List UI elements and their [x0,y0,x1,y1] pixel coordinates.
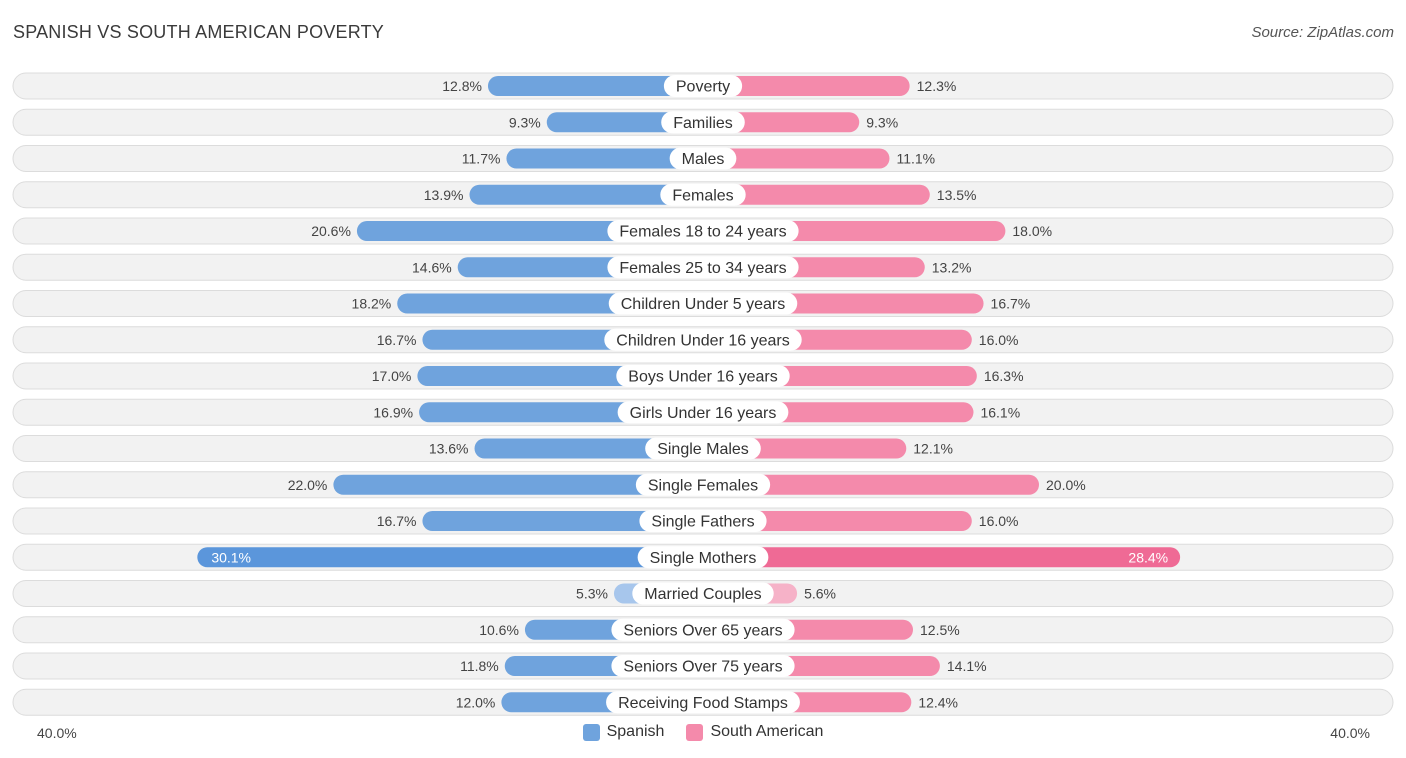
legend: Spanish South American [0,723,1406,741]
category-pill [661,111,745,134]
category-pill [606,691,800,714]
category-label: Single Mothers [650,550,757,567]
category-label: Females [672,187,733,204]
value-label-south-american: 16.1% [980,404,1020,420]
value-label-spanish: 11.7% [462,151,501,167]
value-label-spanish: 13.6% [429,441,469,457]
value-label-spanish: 17.0% [372,368,412,384]
bar-south-american [703,76,910,96]
value-label-south-american: 18.0% [1012,223,1052,239]
bar-south-american [703,474,1039,495]
category-label: Boys Under 16 years [628,369,777,386]
bar-south-american [703,148,890,169]
category-pill [639,510,767,532]
category-pill [607,256,799,279]
value-label-south-american: 5.6% [804,586,836,602]
category-label: Girls Under 16 years [630,405,777,422]
value-label-south-american: 12.5% [920,622,960,638]
bar-spanish [474,438,703,459]
category-label: Single Females [648,477,758,494]
value-label-spanish: 11.8% [460,658,499,674]
value-label-south-american: 13.5% [937,187,977,203]
category-pill [645,437,761,460]
category-pill [637,546,769,569]
axis-left-max: 40.0% [37,725,77,741]
bar-spanish [487,76,703,96]
value-label-spanish: 5.3% [576,586,608,602]
bar-south-american [703,184,930,205]
category-pill [604,328,802,351]
category-label: Single Fathers [651,514,754,531]
category-pill [616,365,790,387]
bar-south-american [703,547,1181,568]
category-label: Females 18 to 24 years [619,224,786,241]
legend-item-south-american[interactable]: South American [686,723,823,741]
chart-title: SPANISH VS SOUTH AMERICAN POVERTY [13,22,385,42]
category-label: Children Under 16 years [616,332,789,349]
category-label: Single Males [657,441,749,458]
category-label: Females 25 to 34 years [619,260,786,277]
value-label-spanish: 16.9% [373,404,413,420]
category-label: Children Under 5 years [621,296,786,313]
value-label-spanish: 12.0% [456,694,496,710]
legend-swatch-spanish [582,723,600,741]
category-pill [663,75,743,97]
value-label-spanish: 20.6% [311,223,351,239]
category-label: Families [673,115,733,132]
bar-south-american [703,511,972,531]
value-label-south-american: 14.1% [947,658,987,674]
value-label-south-american: 16.3% [984,368,1024,384]
value-label-south-american: 11.1% [896,151,935,167]
category-pill [632,582,774,605]
value-label-spanish: 30.1% [211,549,251,565]
category-pill [660,183,746,206]
legend-swatch-south-american [686,723,704,741]
value-label-south-american: 28.4% [1128,549,1168,565]
value-label-south-american: 16.0% [979,332,1019,348]
value-label-spanish: 22.0% [288,477,328,493]
category-label: Poverty [676,79,730,96]
legend-label-spanish: Spanish [606,723,665,740]
category-label: Seniors Over 75 years [623,659,782,676]
diverging-bar-chart: 12.8% 12.3% Poverty 9.3% 9.3% Families 11.7% 11… [12,72,1394,716]
value-label-spanish: 13.9% [424,187,464,203]
axis-right-max: 40.0% [1330,725,1370,741]
category-label: Married Couples [644,586,761,603]
value-label-south-american: 12.1% [913,441,953,457]
category-label: Males [682,151,725,168]
value-label-south-american: 20.0% [1046,477,1086,493]
value-label-south-american: 16.0% [979,513,1019,529]
value-label-spanish: 14.6% [412,259,452,275]
value-label-spanish: 12.8% [442,78,482,94]
bar-spanish [469,184,703,205]
source-credit: Source: ZipAtlas.com [1251,24,1394,41]
value-label-spanish: 16.7% [377,332,417,348]
category-label: Receiving Food Stamps [618,695,788,712]
category-pill [617,401,789,424]
bar-spanish [506,148,703,169]
category-pill [607,220,799,242]
bar-spanish [197,547,703,568]
value-label-spanish: 16.7% [377,513,417,529]
value-label-spanish: 10.6% [479,622,519,638]
value-label-south-american: 13.2% [932,259,972,275]
value-label-south-american: 12.4% [918,694,958,710]
value-label-south-american: 9.3% [866,114,898,130]
bar-spanish [333,474,703,495]
value-label-south-american: 12.3% [917,78,957,94]
category-pill [611,618,795,641]
legend-item-spanish[interactable]: Spanish [582,723,665,741]
legend-label-south-american: South American [710,723,824,740]
category-pill [608,292,798,315]
category-pill [669,147,737,170]
value-label-south-american: 16.7% [991,296,1031,312]
category-pill [611,655,795,677]
value-label-spanish: 9.3% [509,114,541,130]
bar-spanish [422,511,703,531]
category-pill [635,473,771,496]
category-label: Seniors Over 65 years [623,622,782,639]
value-label-spanish: 18.2% [352,296,392,312]
